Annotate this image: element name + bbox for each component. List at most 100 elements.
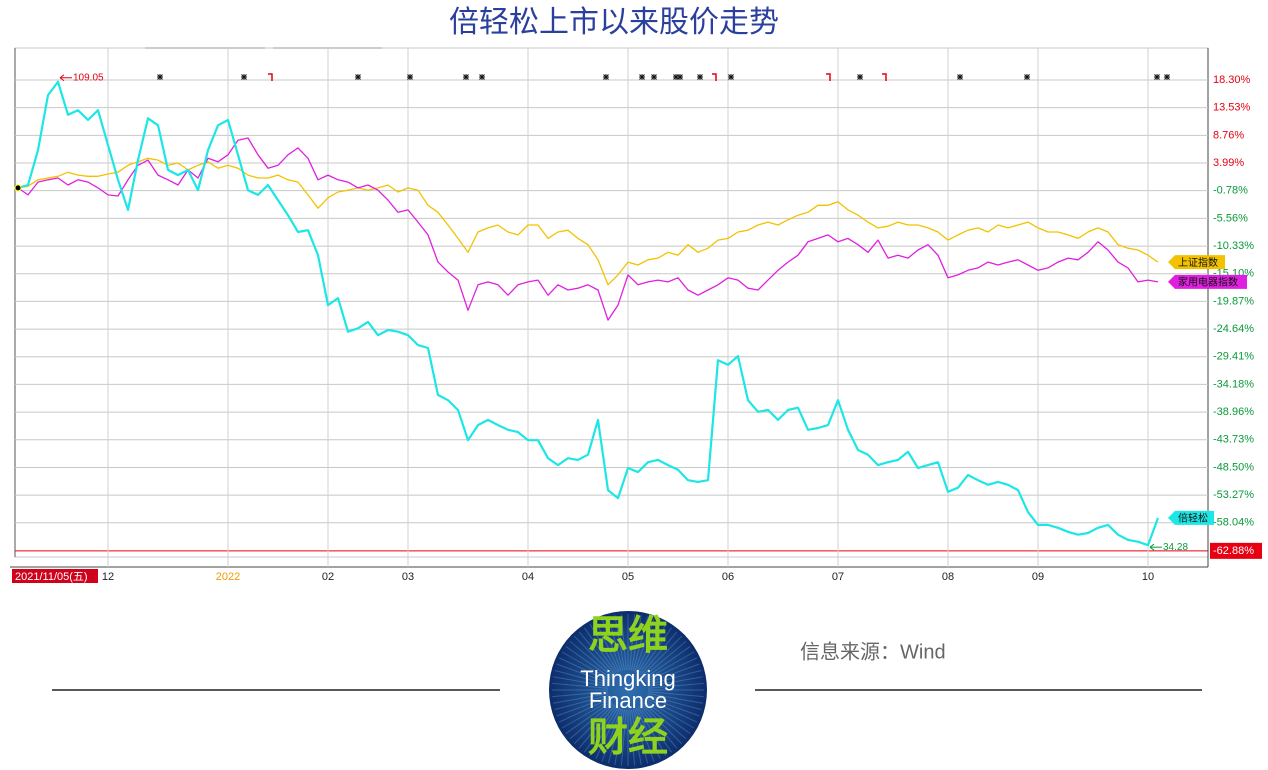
event-star [157,74,163,80]
event-bracket [882,73,887,81]
logo-ray [647,669,702,686]
logo-ray [620,709,627,766]
logo-ray [632,709,649,764]
logo-ray [601,618,622,672]
series-line [17,157,1159,286]
event-star [957,74,963,80]
logo-ray [573,703,615,745]
y-tick-label: -58.04% [1213,517,1254,529]
series-line [17,137,1159,321]
event-star [463,74,469,80]
logo-ray [635,707,661,760]
series-line [17,80,1160,547]
x-tick-label: 06 [722,571,734,583]
event-star [651,74,657,80]
logo-ray [644,645,691,679]
logo-ray [556,663,610,684]
event-star [857,74,863,80]
event-star [479,74,485,80]
logo-ray [647,691,704,698]
y-tick-label: -48.50% [1213,461,1254,473]
y-tick-label: 13.53% [1213,102,1251,114]
legend-label: 家用电器指数 [1178,275,1238,288]
annotation: 34.28 [1163,542,1188,553]
logo-ray [634,708,655,762]
logo-ray [569,702,614,740]
logo-ray [614,615,626,671]
logo-ray [634,618,655,672]
y-tick-label: 8.76% [1213,129,1244,141]
logo-ray [583,706,617,753]
logo-ray [644,701,691,735]
legend-tag [1168,510,1214,525]
logo-ray [647,682,704,689]
event-star [1024,74,1030,80]
event-star [355,74,361,80]
logo-ray [573,635,615,677]
y-tick-label: -38.96% [1213,406,1254,418]
legend-tag [1168,274,1247,289]
event-bracket [268,73,273,81]
logo-ray [645,651,695,681]
lines [17,80,1160,547]
x-tick-label: 02 [322,571,334,583]
x-tick-label: 12 [102,571,114,583]
logo-ray [578,631,616,676]
x-tick-label: 03 [402,571,414,583]
logo-ray [645,699,695,729]
logo-ray [629,709,636,766]
logo-ray [569,640,614,678]
y-tick-label: -34.18% [1213,378,1254,390]
logo-ray [552,682,609,689]
y-tick-label: 18.30% [1213,74,1251,86]
logo-ray [647,676,703,688]
logo-ray [556,696,610,717]
logo-ray [578,704,616,749]
event-star [639,74,645,80]
logo-ray [647,692,703,704]
grid [15,48,1208,567]
y-tick-label: -43.73% [1213,434,1254,446]
y-tick-label: -29.41% [1213,351,1254,363]
logo-ray [614,709,626,765]
tick-highlight [1210,542,1262,559]
logo-text: 财经 [588,716,668,760]
logo-ray [645,657,698,683]
y-tick-label: -19.87% [1213,295,1254,307]
event-star [1164,74,1170,80]
logo-ray [554,694,609,711]
logo-ray [553,676,609,688]
labels: 18.30% 13.53% 8.76% 3.99% -0.78% -5.56% -10.33… [12,72,1262,583]
logo-ray [558,697,611,723]
top-markers [157,73,1170,81]
logo-ray [595,707,621,760]
footer: 信息来源：Wind 思维 Thingking Finance 财经 [52,611,1202,769]
logo-ray [565,701,612,735]
logo-ray [637,623,667,673]
x-tick-label: 10 [1142,571,1154,583]
event-star [1154,74,1160,80]
y-tick-label: -62.88% [1213,545,1254,557]
logo-ray [635,620,661,673]
legend-tag [1168,255,1225,270]
logo-text: Thingking [580,666,675,691]
logo-ray [601,708,622,762]
logo-ray [630,709,642,765]
x-tick-label: 05 [622,571,634,583]
logo-ray [639,706,673,753]
logo-ray [647,694,702,711]
y-tick-label: 3.99% [1213,157,1244,169]
logo-ray [642,640,687,678]
x-tick-label: 09 [1032,571,1044,583]
logo-ray [554,669,609,686]
logo-text: Finance [589,688,667,713]
logo-ray [589,707,619,757]
logo-ray [558,657,611,683]
legend-label: 上证指数 [1178,256,1218,269]
event-bracket [826,73,831,81]
logo-ray [565,645,612,679]
y-tick-label: -5.56% [1213,212,1248,224]
logo-ray [641,703,683,745]
